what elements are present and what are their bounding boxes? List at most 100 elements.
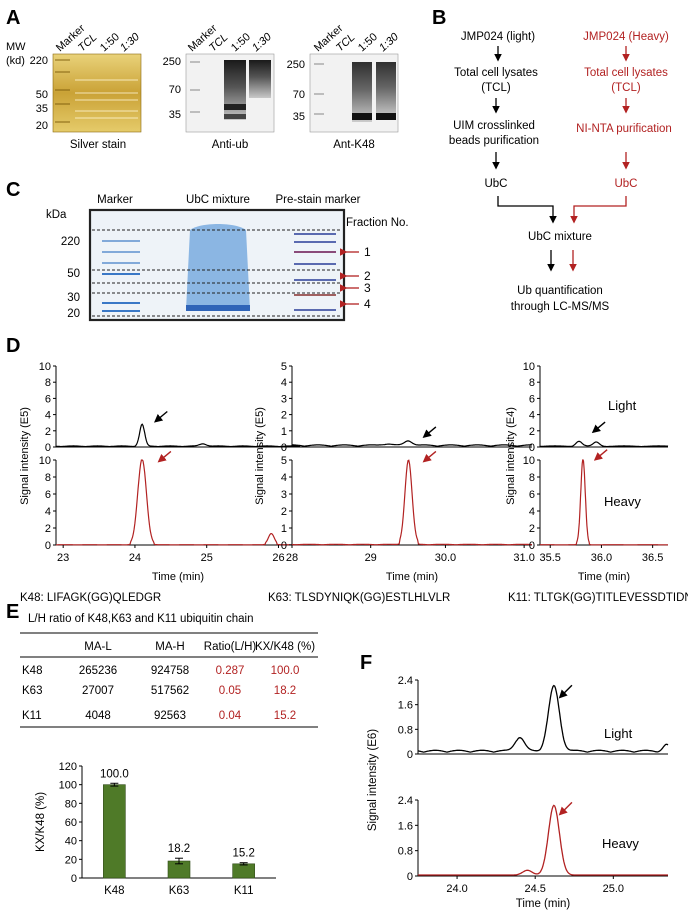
x-tick-label: K11 xyxy=(234,885,254,897)
light-peak-arrow xyxy=(558,684,573,699)
silver-tick-2: 50 xyxy=(36,89,48,101)
table-cell: 18.2 xyxy=(274,685,296,697)
y-tick-label: 0 xyxy=(529,442,535,454)
y-tick-label: 6 xyxy=(45,489,51,501)
y-tick-label: 100 xyxy=(59,780,77,792)
y-tick-label: 2 xyxy=(281,506,287,518)
th-kx: KX/K48 (%) xyxy=(255,641,315,653)
y-tick-label: 10 xyxy=(523,455,535,467)
y-tick-label: 40 xyxy=(65,836,77,848)
y-tick-label: 2 xyxy=(529,426,535,438)
y-tick-label: 1 xyxy=(281,426,287,438)
x-tick-label: 23 xyxy=(57,552,69,564)
panel-f-chromatogram: 0 0.8 1.6 2.4 Light 0 0.8 1.6 2.4 Heavy 24.0 24.5 25… xyxy=(367,675,669,910)
x-tick-label: K63 xyxy=(169,885,189,897)
panel-c-tick-1: 220 xyxy=(61,236,80,248)
anti-ub-blot: 250 70 35 Anti-ub Marker TCL 1:50 1:30 xyxy=(163,22,275,151)
table-cell: 27007 xyxy=(82,685,114,697)
antiub-lane-3: 1:50 xyxy=(229,31,253,54)
y-axis-label: Signal intensity (E5) xyxy=(254,407,266,505)
y-tick-label: 4 xyxy=(281,377,287,389)
y-tick-label: 6 xyxy=(529,393,535,405)
heavy-chromatogram-line xyxy=(56,459,300,546)
light-label: Light xyxy=(608,398,637,413)
panel-label-e: E xyxy=(6,601,19,623)
y-tick-label: 8 xyxy=(45,377,51,389)
panel-c-tick-4: 20 xyxy=(67,308,80,320)
x-axis-label: Time (min) xyxy=(152,571,204,583)
panel-e-table: L/H ratio of K48,K63 and K11 ubiquitin c… xyxy=(20,613,318,728)
x-axis-label: Time (min) xyxy=(516,898,571,910)
y-tick-label: 0.8 xyxy=(398,724,413,736)
heavy-label: Heavy xyxy=(604,494,641,509)
panel-a: MW (kd) 220 50 35 20 Silver stain Marker… xyxy=(6,22,402,151)
antik48-tick-1: 250 xyxy=(287,59,305,71)
panel-e-bar-chart: 0 20 40 60 80 100 120 KX/K48 (%) 100.0 K48 18.2 K63… xyxy=(35,761,276,897)
panel-c-lane-3: Pre-stain marker xyxy=(276,194,361,206)
anti-k48-blot: 250 70 35 Ant-K48 Marker TCL 1:50 1:30 xyxy=(287,22,402,151)
y-tick-label: 5 xyxy=(281,455,287,467)
table-cell: 4048 xyxy=(85,710,111,722)
light-peak-arrow xyxy=(422,426,437,438)
table-cell: 92563 xyxy=(154,710,186,722)
x-tick-label: 35.5 xyxy=(540,552,561,564)
panel-c-lane-2: UbC mixture xyxy=(186,194,250,206)
y-tick-label: 6 xyxy=(45,393,51,405)
data-label: 100.0 xyxy=(100,768,129,780)
panel-label-b: B xyxy=(432,7,446,29)
heavy-peak-arrow xyxy=(593,449,608,461)
panel-label-d: D xyxy=(6,335,20,357)
table-cell: 0.04 xyxy=(219,710,242,722)
x-tick-label: 31.0 xyxy=(513,552,534,564)
panel-label-a: A xyxy=(6,7,20,29)
table-cell: 924758 xyxy=(151,665,189,677)
mw-unit: (kd) xyxy=(6,55,25,67)
heavy-step-tcl-1: Total cell lysates xyxy=(584,67,668,79)
y-tick-label: 10 xyxy=(39,455,51,467)
heavy-step-nta: NI-NTA purification xyxy=(576,123,672,135)
bar-k48 xyxy=(103,784,126,879)
table-cell: 0.05 xyxy=(219,685,241,697)
silver-lane-4: 1:30 xyxy=(118,30,143,54)
heavy-step-ubc: UbC xyxy=(614,178,637,190)
light-step-uim-2: beads purification xyxy=(449,135,539,147)
y-tick-label: 10 xyxy=(39,361,51,373)
silver-caption: Silver stain xyxy=(70,139,126,151)
silver-tick-3: 35 xyxy=(36,103,48,115)
x-tick-label: 36.5 xyxy=(642,552,663,564)
y-tick-label: 60 xyxy=(65,817,77,829)
y-tick-label: 2.4 xyxy=(398,675,413,687)
data-label: 18.2 xyxy=(168,843,190,855)
antik48-lane-3: 1:50 xyxy=(356,31,380,54)
silver-tick-4: 20 xyxy=(36,120,48,132)
y-tick-label: 4 xyxy=(281,472,287,484)
light-step-source: JMP024 (light) xyxy=(461,31,535,43)
light-step-uim-1: UIM crosslinked xyxy=(453,120,535,132)
panel-label-f: F xyxy=(360,652,372,674)
fraction-3: 3 xyxy=(364,281,371,295)
heavy-peak-arrow xyxy=(157,450,172,463)
panel-c: kDa Marker UbC mixture Pre-stain marker … xyxy=(46,194,409,322)
y-tick-label: 2 xyxy=(45,426,51,438)
y-axis-label: Signal intensity (E6) xyxy=(367,729,379,831)
y-axis-label: Signal intensity (E4) xyxy=(505,407,517,505)
y-tick-label: 0 xyxy=(281,442,287,454)
heavy-step-source: JMP024 (Heavy) xyxy=(583,31,669,43)
light-step-tcl-1: Total cell lysates xyxy=(454,67,538,79)
heavy-peak-arrow xyxy=(558,801,573,816)
x-tick-label: 24 xyxy=(129,552,141,564)
heavy-label: Heavy xyxy=(602,836,639,851)
y-tick-label: 2.4 xyxy=(398,795,413,807)
table-cell: 0.287 xyxy=(216,665,245,677)
heavy-peak-arrow xyxy=(422,450,437,463)
heavy-step-tcl-2: (TCL) xyxy=(611,82,641,94)
silver-tick-1: 220 xyxy=(30,55,48,67)
y-tick-label: 5 xyxy=(281,361,287,373)
x-tick-label: 36.0 xyxy=(591,552,612,564)
y-tick-label: 0 xyxy=(71,873,77,885)
y-tick-label: 0 xyxy=(281,540,287,552)
th-mah: MA-H xyxy=(155,641,184,653)
y-tick-label: 120 xyxy=(59,761,77,773)
light-step-tcl-2: (TCL) xyxy=(481,82,511,94)
